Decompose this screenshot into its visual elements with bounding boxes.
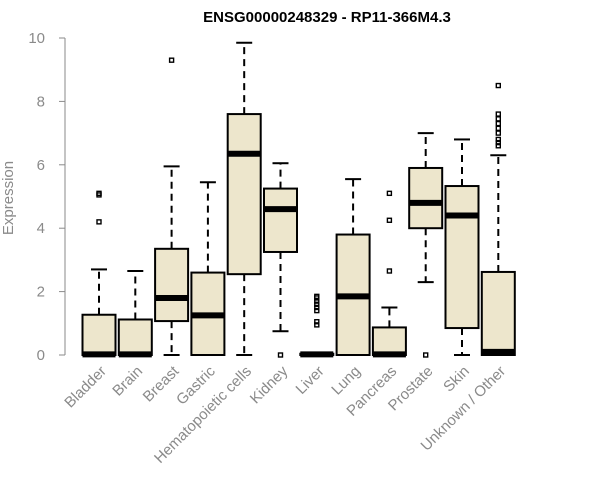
y-tick-label: 2: [37, 284, 45, 301]
box-breast: [154, 57, 190, 356]
outlier-point: [314, 301, 320, 307]
outlier-point: [495, 120, 501, 127]
outlier-point: [168, 57, 175, 63]
box-unknown-other: [480, 82, 516, 357]
x-tick-label: Liver: [293, 363, 328, 398]
iqr-box: [480, 270, 516, 357]
x-tick-label: Kidney: [247, 362, 292, 407]
outlier-point: [96, 219, 102, 225]
box-pancreas: [371, 190, 407, 358]
box-lung: [335, 178, 371, 356]
chart-title: ENSG00000248329 - RP11-366M4.3: [203, 9, 451, 26]
outlier-point: [96, 190, 102, 197]
outlier-point: [314, 298, 320, 304]
outlier-point: [495, 136, 501, 143]
outlier-point: [495, 116, 501, 122]
outlier-point: [386, 268, 393, 274]
box-liver: [299, 293, 335, 358]
iqr-box: [117, 318, 153, 357]
outlier-point: [495, 143, 501, 149]
y-tick-label: 0: [37, 347, 45, 364]
box-hematopoietic-cells: [226, 41, 262, 356]
outlier-point: [314, 304, 320, 311]
outlier-point: [386, 217, 393, 223]
outlier-point: [423, 352, 429, 358]
x-tick-label: Skin: [440, 363, 473, 396]
y-tick-label: 6: [37, 157, 45, 174]
outlier-point: [495, 82, 501, 89]
box-prostate: [408, 132, 444, 358]
y-axis: 0 2 4 6 8 10: [28, 30, 66, 364]
outlier-point: [314, 307, 320, 314]
outlier-point: [314, 322, 320, 328]
y-tick-label: 8: [37, 93, 45, 110]
iqr-box: [408, 166, 444, 230]
outlier-point: [495, 139, 501, 146]
iqr-box: [81, 313, 117, 356]
y-tick-label: 10: [28, 30, 45, 47]
box-gastric: [190, 181, 226, 356]
boxes-group: [81, 41, 516, 358]
outlier-point: [277, 352, 284, 358]
iqr-box: [371, 326, 407, 356]
box-kidney: [263, 162, 298, 358]
box-brain: [117, 269, 153, 358]
outlier-point: [495, 125, 501, 132]
outlier-point: [314, 319, 320, 325]
iqr-box: [444, 185, 480, 330]
outlier-point: [314, 293, 320, 300]
box-bladder: [81, 190, 117, 358]
outlier-point: [495, 111, 501, 117]
outlier-point: [495, 130, 501, 136]
x-tick-label: Bladder: [61, 363, 110, 412]
iqr-box: [154, 247, 190, 323]
box-skin: [444, 138, 480, 356]
iqr-box: [263, 187, 298, 253]
y-axis-label: Expression: [0, 161, 17, 235]
y-tick-label: 4: [37, 220, 45, 237]
iqr-box: [226, 113, 262, 276]
outlier-point: [386, 190, 393, 197]
